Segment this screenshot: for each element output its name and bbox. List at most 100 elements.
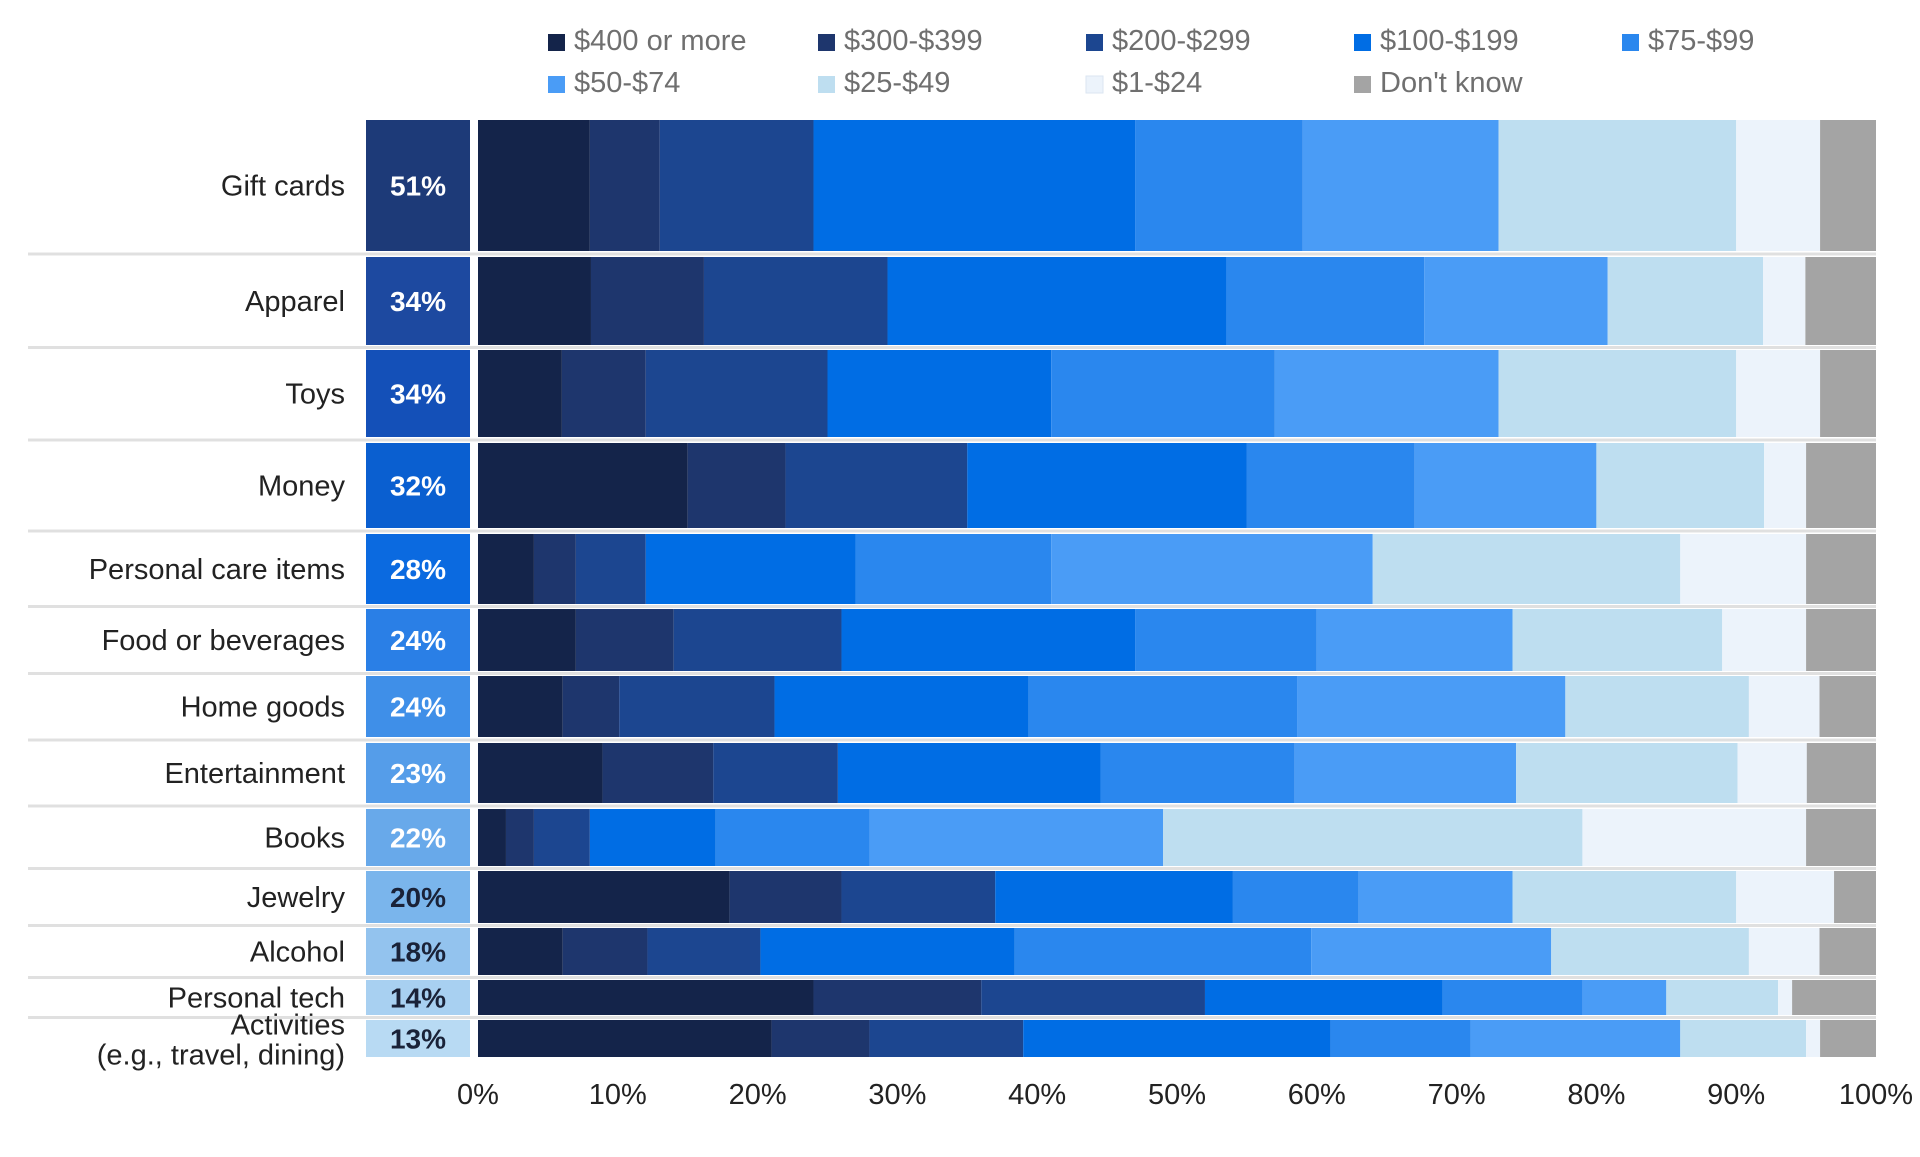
bar-segment xyxy=(1311,928,1552,975)
category-label: Entertainment xyxy=(164,758,345,790)
share-cell xyxy=(366,257,470,345)
bar-segment xyxy=(1302,120,1499,251)
legend-swatch xyxy=(548,34,565,51)
bar-segment xyxy=(619,676,775,737)
bar-segment xyxy=(1763,257,1806,345)
bar-segment xyxy=(1806,809,1876,866)
bar-segment xyxy=(478,257,591,345)
share-label: 51% xyxy=(390,171,446,202)
share-cell xyxy=(366,609,470,671)
share-cell xyxy=(366,350,470,437)
x-tick-label: 40% xyxy=(1008,1079,1066,1111)
bar-segment xyxy=(1806,743,1876,803)
bar-segment xyxy=(1820,120,1876,251)
category-label: Apparel xyxy=(245,286,345,318)
category-label: Personal care items xyxy=(89,554,345,586)
bar-segment xyxy=(562,676,620,737)
bar-segment xyxy=(1737,743,1807,803)
bar-segment xyxy=(602,743,714,803)
bar-segment xyxy=(813,980,982,1015)
bar-segment xyxy=(1820,350,1876,437)
bar-segment xyxy=(575,609,674,671)
share-cell xyxy=(366,676,470,737)
bar-segment xyxy=(1100,743,1295,803)
category-label: Books xyxy=(264,823,345,855)
legend-swatch xyxy=(818,34,835,51)
bar-segment xyxy=(673,609,842,671)
bar-segment xyxy=(774,676,1029,737)
share-label: 24% xyxy=(390,692,446,723)
share-label: 22% xyxy=(390,823,446,854)
bar-segment xyxy=(1316,609,1513,671)
bar-segment xyxy=(478,120,590,251)
category-label: (e.g., travel, dining) xyxy=(97,1040,345,1072)
bar-segment xyxy=(1274,350,1499,437)
share-label: 13% xyxy=(390,1024,446,1055)
x-tick-label: 10% xyxy=(589,1079,647,1111)
bar-segment xyxy=(1498,350,1737,437)
bar-segment xyxy=(1512,609,1723,671)
bar-segment xyxy=(1806,609,1876,671)
bar-segment xyxy=(478,1020,772,1057)
bar-segment xyxy=(1051,534,1373,604)
legend-label: $300-$399 xyxy=(844,25,983,57)
bar-segment xyxy=(715,809,870,866)
share-cell xyxy=(366,980,470,1015)
bar-segment xyxy=(1135,609,1317,671)
share-label: 34% xyxy=(390,286,446,317)
bar-segment xyxy=(1666,980,1779,1015)
bar-segment xyxy=(1023,1020,1331,1057)
bar-segment xyxy=(995,871,1233,923)
bar-segment xyxy=(561,350,646,437)
bar-segment xyxy=(1819,928,1876,975)
x-tick-label: 70% xyxy=(1428,1079,1486,1111)
bar-segment xyxy=(841,609,1136,671)
bar-segment xyxy=(1582,980,1667,1015)
bar-segment xyxy=(533,534,576,604)
share-cell xyxy=(366,871,470,923)
legend-swatch xyxy=(1354,34,1371,51)
bar-segment xyxy=(1805,257,1876,345)
x-tick-label: 90% xyxy=(1707,1079,1765,1111)
share-label: 24% xyxy=(390,625,446,656)
bar-segment xyxy=(505,809,534,866)
bar-segment xyxy=(478,609,576,671)
bar-segment xyxy=(1582,809,1807,866)
bar-segment xyxy=(1372,534,1681,604)
bar-segment xyxy=(1028,676,1298,737)
bar-segment xyxy=(1806,443,1876,528)
bar-segment xyxy=(869,809,1164,866)
legend-swatch xyxy=(818,76,835,93)
x-tick-label: 30% xyxy=(868,1079,926,1111)
bar-segment xyxy=(478,676,563,737)
bar-segment xyxy=(1806,534,1876,604)
legend-swatch xyxy=(1622,34,1639,51)
bar-segment xyxy=(645,534,856,604)
bar-segment xyxy=(590,257,704,345)
x-tick-label: 0% xyxy=(457,1079,499,1111)
bar-segment xyxy=(1551,928,1749,975)
bar-segment xyxy=(1680,534,1807,604)
category-label: Home goods xyxy=(181,692,345,724)
share-cell xyxy=(366,809,470,866)
share-cell xyxy=(366,120,470,251)
legend-label: Don't know xyxy=(1380,67,1524,99)
bar-segment xyxy=(1806,1020,1821,1057)
bar-segment xyxy=(1565,676,1749,737)
bar-segment xyxy=(1014,928,1312,975)
bar-segment xyxy=(645,350,828,437)
bar-segment xyxy=(1792,980,1876,1015)
bar-segment xyxy=(1358,871,1513,923)
bar-segment xyxy=(967,443,1247,528)
bar-segment xyxy=(1135,120,1303,251)
bar-segment xyxy=(687,443,786,528)
bar-segment xyxy=(1246,443,1415,528)
bar-segment xyxy=(841,871,996,923)
bar-segment xyxy=(813,120,1136,251)
legend-swatch xyxy=(1086,34,1103,51)
category-label: Personal tech xyxy=(168,983,345,1015)
category-label: Food or beverages xyxy=(102,625,345,657)
bar-segment xyxy=(478,871,730,923)
bar-segment xyxy=(1778,980,1793,1015)
